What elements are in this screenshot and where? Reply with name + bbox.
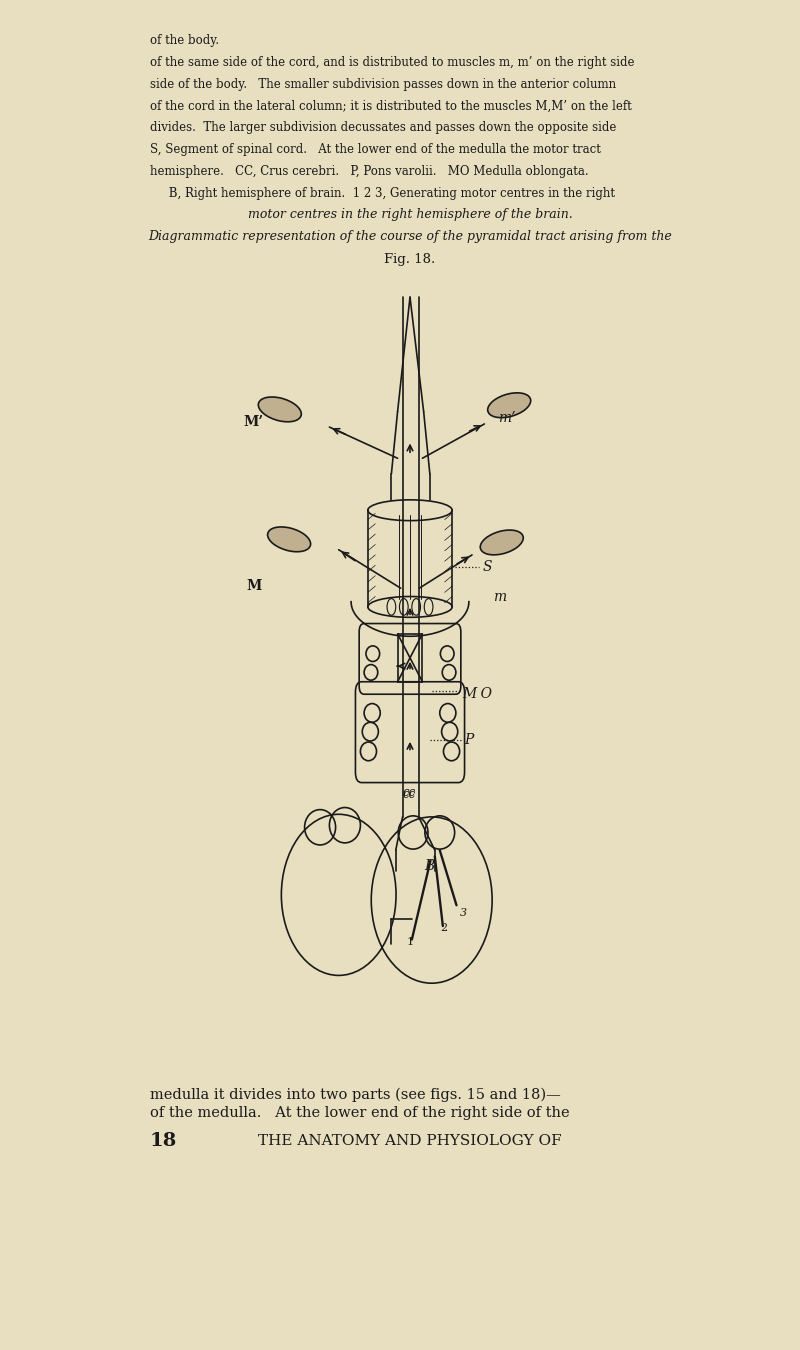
Text: P: P <box>464 733 474 747</box>
Text: B: B <box>425 859 435 872</box>
Text: m: m <box>494 590 506 603</box>
Text: of the medulla.   At the lower end of the right side of the: of the medulla. At the lower end of the … <box>150 1106 570 1120</box>
Text: m’: m’ <box>498 410 515 425</box>
Text: S, Segment of spinal cord.   At the lower end of the medulla the motor tract: S, Segment of spinal cord. At the lower … <box>150 143 601 157</box>
Text: divides.  The larger subdivision decussates and passes down the opposite side: divides. The larger subdivision decussat… <box>150 122 616 135</box>
Text: M: M <box>246 579 262 593</box>
Text: of the body.: of the body. <box>150 34 218 47</box>
Ellipse shape <box>258 397 302 421</box>
Text: Fig. 18.: Fig. 18. <box>384 254 436 266</box>
Text: cc: cc <box>402 787 416 801</box>
Text: B, Right hemisphere of brain.  1 2 3, Generating motor centres in the right: B, Right hemisphere of brain. 1 2 3, Gen… <box>150 186 614 200</box>
Text: S: S <box>482 560 492 574</box>
Text: 18: 18 <box>150 1133 177 1150</box>
Text: THE ANATOMY AND PHYSIOLOGY OF: THE ANATOMY AND PHYSIOLOGY OF <box>258 1134 562 1149</box>
Text: of the cord in the lateral column; it is distributed to the muscles M,M’ on the : of the cord in the lateral column; it is… <box>150 100 631 112</box>
Text: medulla it divides into two parts (see figs. 15 and 18)—: medulla it divides into two parts (see f… <box>150 1087 560 1102</box>
Ellipse shape <box>488 393 530 417</box>
Text: 2: 2 <box>440 923 447 933</box>
Text: of the same side of the cord, and is distributed to muscles m, m’ on the right s: of the same side of the cord, and is dis… <box>150 55 634 69</box>
Text: motor centres in the right hemisphere of the brain.: motor centres in the right hemisphere of… <box>248 208 572 221</box>
Text: side of the body.   The smaller subdivision passes down in the anterior column: side of the body. The smaller subdivisio… <box>150 78 616 90</box>
Text: cc: cc <box>402 787 416 799</box>
Text: M O: M O <box>462 687 493 701</box>
Text: hemisphere.   CC, Crus cerebri.   P, Pons varolii.   MO Medulla oblongata.: hemisphere. CC, Crus cerebri. P, Pons va… <box>150 165 588 178</box>
Text: 1: 1 <box>406 937 414 946</box>
Ellipse shape <box>267 526 310 552</box>
Text: M’: M’ <box>244 414 264 429</box>
Ellipse shape <box>480 531 523 555</box>
Text: Diagrammatic representation of the course of the pyramidal tract arising from th: Diagrammatic representation of the cours… <box>148 230 672 243</box>
Text: 3: 3 <box>460 907 467 918</box>
